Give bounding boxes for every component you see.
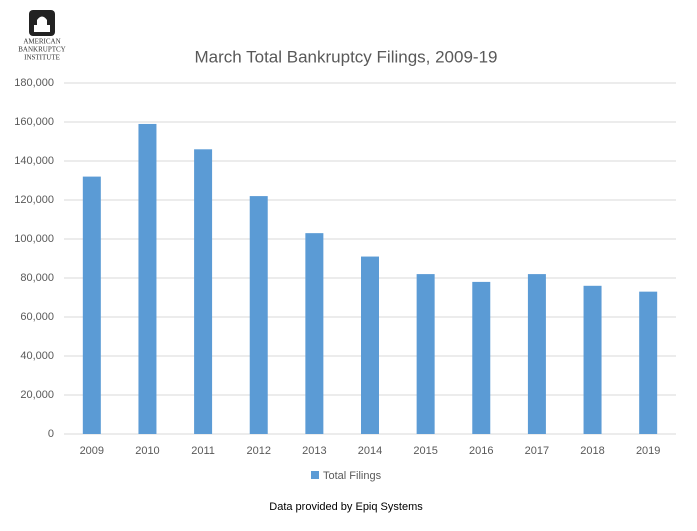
bar bbox=[249, 196, 268, 434]
logo: American Bankruptcy Institute bbox=[18, 10, 66, 62]
bar bbox=[472, 281, 491, 434]
x-tick-label: 2009 bbox=[80, 445, 104, 457]
x-tick-label: 2014 bbox=[358, 445, 382, 457]
y-tick-label: 80,000 bbox=[20, 272, 54, 284]
x-tick-label: 2010 bbox=[135, 445, 159, 457]
y-tick-label: 180,000 bbox=[14, 77, 54, 89]
bar bbox=[583, 285, 602, 434]
y-tick-label: 0 bbox=[48, 428, 54, 440]
x-tick-label: 2012 bbox=[246, 445, 270, 457]
logo-text: Institute bbox=[24, 54, 60, 62]
x-tick-label: 2015 bbox=[413, 445, 437, 457]
x-tick-label: 2017 bbox=[525, 445, 549, 457]
bar bbox=[361, 256, 379, 434]
bar bbox=[194, 149, 213, 435]
y-tick-label: 20,000 bbox=[20, 389, 54, 401]
bar bbox=[305, 233, 324, 434]
x-tick-label: 2016 bbox=[469, 445, 493, 457]
y-tick-label: 160,000 bbox=[14, 116, 54, 128]
chart-title: March Total Bankruptcy Filings, 2009-19 bbox=[194, 47, 497, 66]
x-tick-label: 2011 bbox=[191, 445, 215, 457]
x-tick-label: 2018 bbox=[580, 445, 604, 457]
bar bbox=[82, 176, 101, 434]
logo-text: American bbox=[23, 38, 60, 46]
legend-label: Total Filings bbox=[323, 470, 382, 482]
y-tick-label: 40,000 bbox=[20, 350, 54, 362]
y-tick-label: 100,000 bbox=[14, 233, 54, 245]
source-note: Data provided by Epiq Systems bbox=[269, 501, 423, 513]
x-tick-label: 2019 bbox=[636, 445, 660, 457]
logo-text: Bankruptcy bbox=[18, 46, 65, 54]
x-tick-label: 2013 bbox=[302, 445, 326, 457]
y-tick-label: 60,000 bbox=[20, 311, 54, 323]
bar bbox=[639, 291, 658, 434]
bar bbox=[138, 123, 157, 434]
y-tick-label: 140,000 bbox=[14, 155, 54, 167]
bar bbox=[416, 274, 435, 434]
bar bbox=[527, 274, 546, 434]
logo-building bbox=[34, 16, 50, 32]
y-tick-label: 120,000 bbox=[14, 194, 54, 206]
legend-swatch bbox=[311, 471, 319, 479]
